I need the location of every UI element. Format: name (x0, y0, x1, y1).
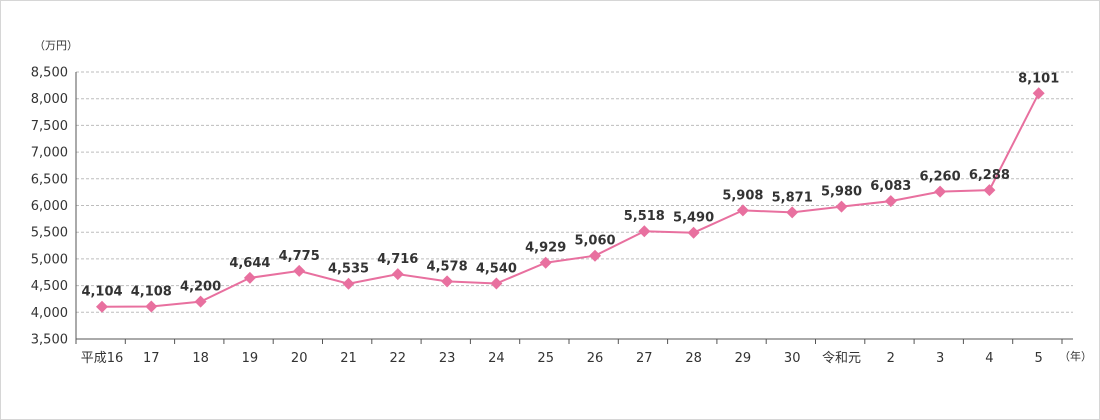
data-label: 5,518 (624, 209, 665, 224)
x-tick-label: 20 (291, 351, 308, 366)
data-label: 8,101 (1018, 71, 1059, 86)
x-tick-label: 3 (936, 351, 944, 366)
x-tick-label: 30 (784, 351, 801, 366)
y-tick-label: 7,000 (31, 146, 68, 161)
data-point-marker (786, 206, 799, 219)
data-point-marker (293, 264, 306, 277)
data-point-marker (194, 295, 207, 308)
x-tick-label: 17 (143, 351, 160, 366)
y-tick-label: 8,500 (31, 66, 68, 81)
x-tick-label: 23 (439, 351, 456, 366)
data-label: 5,980 (821, 185, 862, 200)
data-label: 4,535 (328, 262, 369, 277)
data-point-marker (687, 226, 700, 239)
data-label: 4,200 (180, 280, 221, 295)
x-tick-label: 27 (636, 351, 653, 366)
data-label: 6,260 (920, 170, 961, 185)
gridlines (76, 71, 1073, 313)
y-axis-ticks: 3,500 4,000 4,500 5,000 5,500 6,000 6,500 7,000… (31, 66, 68, 348)
data-point-marker (983, 184, 996, 197)
data-label: 4,716 (377, 252, 418, 267)
data-point-marker (490, 277, 503, 290)
data-label: 4,775 (279, 249, 320, 264)
data-point-marker (589, 249, 601, 262)
x-tick-label: 24 (488, 351, 505, 366)
series-layer (96, 87, 1045, 313)
y-tick-label: 4,500 (31, 279, 68, 294)
data-point-marker (884, 195, 897, 208)
data-labels: 4,104 4,108 4,200 4,644 4,775 4,535 4,716 4,578… (81, 71, 1059, 299)
data-label: 5,060 (574, 234, 615, 249)
y-tick-label: 5,500 (31, 226, 68, 241)
data-point-marker (96, 300, 108, 313)
x-tick-label: 4 (985, 351, 993, 366)
data-point-marker (1032, 87, 1045, 100)
series-line (101, 92, 1040, 308)
y-tick-label: 6,000 (31, 199, 68, 214)
y-tick-label: 7,500 (31, 119, 68, 134)
y-tick-label: 4,000 (31, 306, 68, 321)
data-point-marker (145, 300, 158, 313)
data-label: 5,490 (673, 211, 714, 226)
y-tick-label: 5,000 (31, 252, 68, 267)
x-tick-label: 28 (685, 351, 702, 366)
y-tick-label: 3,500 (31, 333, 68, 348)
axes (75, 72, 1073, 344)
x-tick-label: 18 (192, 351, 209, 366)
x-axis-ticks: 平成16 17 18 19 20 21 22 23 24 25 26 27 28 29 30 令和元 2 3 4 5 (81, 351, 1043, 366)
y-tick-label: 8,000 (31, 92, 68, 107)
data-point-marker (391, 268, 404, 281)
x-tick-label: 5 (1035, 351, 1043, 366)
data-label: 6,288 (969, 168, 1010, 183)
data-point-marker (736, 204, 749, 217)
x-tick-label: 25 (537, 351, 554, 366)
x-tick-label: 22 (390, 351, 407, 366)
x-tick-label: 21 (340, 351, 357, 366)
y-tick-label: 6,500 (31, 172, 68, 187)
data-label: 4,578 (427, 259, 468, 274)
x-tick-label: 令和元 (822, 351, 861, 366)
data-label: 4,540 (476, 261, 517, 276)
data-point-marker (638, 225, 651, 238)
x-axis-unit-label: （年） (1059, 349, 1092, 363)
data-label: 4,104 (81, 285, 122, 300)
x-tick-label: 29 (735, 351, 752, 366)
data-point-marker (835, 200, 848, 213)
data-point-marker (342, 277, 355, 290)
data-point-marker (934, 185, 947, 198)
data-label: 6,083 (870, 179, 911, 194)
x-tick-label: 26 (587, 351, 604, 366)
data-label: 4,108 (131, 285, 172, 300)
x-tick-label: 平成16 (81, 351, 124, 366)
data-label: 4,644 (229, 256, 270, 271)
data-point-marker (243, 271, 256, 284)
data-label: 4,929 (525, 241, 566, 256)
data-point-marker (539, 256, 552, 269)
data-point-marker (441, 275, 454, 288)
x-tick-label: 19 (242, 351, 259, 366)
y-axis-unit-label: （万円） (34, 39, 78, 52)
data-label: 5,871 (772, 190, 813, 205)
x-tick-label: 2 (887, 351, 895, 366)
data-label: 5,908 (722, 188, 763, 203)
